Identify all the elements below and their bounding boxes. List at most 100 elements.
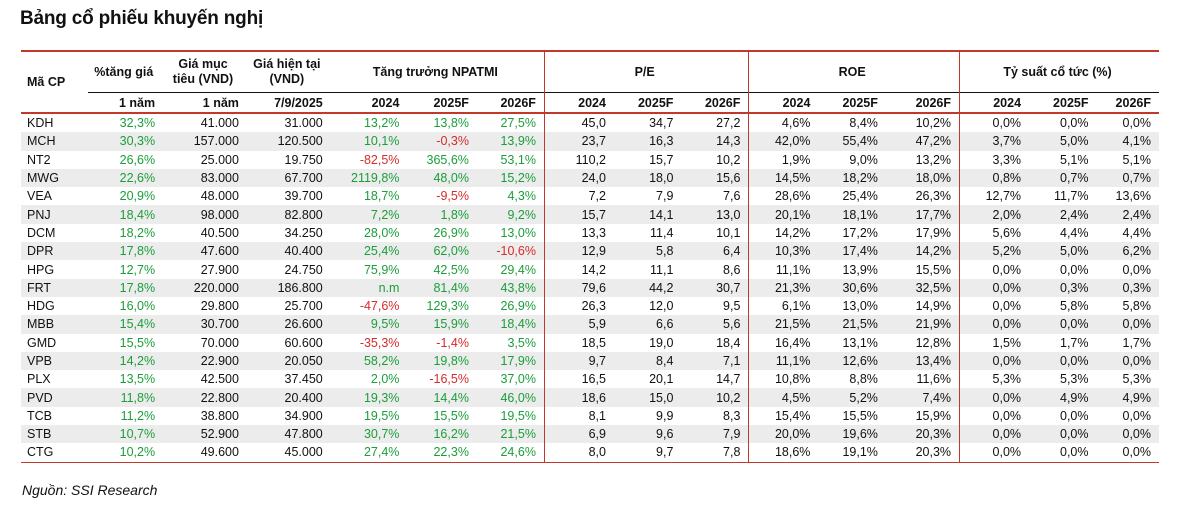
- cell-roe24: 10,8%: [774, 372, 811, 387]
- cell-target: 220.000: [193, 280, 239, 295]
- cell-price: 40.400: [284, 244, 323, 259]
- cell-g25: 15,9%: [433, 317, 469, 332]
- cell-dy24: 0,0%: [992, 445, 1022, 460]
- cell-g24: 2,0%: [370, 372, 400, 387]
- table-row: MCH 30,3% 157.000 120.500 10,1% -0,3% 13,9% 23,…: [21, 132, 1159, 151]
- cell-g24: 30,7%: [363, 427, 400, 442]
- cell-target: 40.500: [200, 225, 239, 240]
- cell-price: 24.750: [284, 262, 323, 277]
- cell-pe25: 11,1: [650, 262, 674, 277]
- cell-pe24: 16,5: [581, 372, 606, 387]
- cell-price: 20.050: [284, 354, 323, 368]
- cell-g26: 13,0%: [476, 223, 545, 243]
- cell-ticker: PVD: [27, 390, 53, 405]
- cell-target: 22.800: [200, 390, 239, 405]
- cell-pe26: 14,3: [681, 132, 750, 151]
- cell-pe24: 110,2: [575, 152, 606, 167]
- cell-roe25: 12,6%: [842, 354, 878, 368]
- cell-ticker: PNJ: [27, 207, 51, 222]
- cell-roe24: 18,6%: [774, 445, 811, 460]
- cell-g24: 25,4%: [363, 244, 400, 259]
- cell-g24: 27,4%: [363, 445, 400, 460]
- cell-pe24: 8,0: [588, 445, 606, 460]
- cell-dy26: 1,7%: [1122, 335, 1152, 350]
- header-ticker: Mã CP: [27, 74, 66, 89]
- cell-pe24: 23,7: [581, 134, 606, 149]
- cell-roe26: 32,5%: [885, 278, 961, 297]
- cell-pct-gain: 11,2%: [120, 408, 156, 423]
- cell-pe24: 13,3: [581, 225, 606, 240]
- cell-pe26: 10,2: [681, 388, 750, 407]
- cell-pe25: 15,0: [649, 390, 674, 405]
- cell-roe25: 19,1%: [842, 445, 878, 460]
- cell-price: 67.700: [284, 171, 323, 186]
- header-roe: ROE: [748, 51, 961, 93]
- cell-dy24: 5,6%: [992, 225, 1022, 240]
- cell-pe25: 34,7: [649, 116, 674, 131]
- table-row: DPR 17,8% 47.600 40.400 25,4% 62,0% -10,6% 12,9…: [21, 242, 1159, 261]
- cell-dy26: 0,0%: [1122, 427, 1152, 442]
- cell-price: 45.000: [284, 445, 323, 460]
- cell-roe26: 7,4%: [885, 388, 961, 407]
- cell-pe26: 30,7: [681, 278, 750, 297]
- cell-pe24: 14,2: [581, 262, 606, 277]
- header-npatmi-growth: Tăng trưởng NPATMI: [330, 51, 545, 93]
- subheader-cell: 2024: [959, 92, 1030, 113]
- cell-roe24: 21,5%: [774, 317, 811, 332]
- cell-pct-gain: 17,8%: [119, 280, 156, 295]
- subheader-cell: 2026F: [885, 92, 961, 113]
- source-note: Nguồn: SSI Research: [22, 482, 158, 498]
- cell-ticker: TCB: [27, 408, 52, 423]
- cell-ticker: HDG: [27, 299, 55, 314]
- cell-g26: 19,5%: [476, 406, 545, 426]
- cell-ticker: MWG: [27, 171, 59, 186]
- cell-dy26: 4,4%: [1122, 225, 1152, 240]
- cell-pe24: 5,9: [588, 317, 606, 332]
- cell-g24: -35,3%: [359, 335, 400, 350]
- cell-dy24: 3,7%: [992, 134, 1022, 149]
- cell-pe24: 18,6: [581, 390, 606, 405]
- cell-roe25: 8,4%: [849, 116, 878, 131]
- table-row: CTG 10,2% 49.600 45.000 27,4% 22,3% 24,6% 8,0 9,…: [21, 443, 1159, 463]
- cell-pe26: 8,6: [681, 260, 750, 279]
- cell-dy26: 13,6%: [1115, 189, 1151, 204]
- cell-pe26: 13,0: [681, 205, 750, 224]
- table-row: FRT 17,8% 220.000 186.800 n.m 81,4% 43,8% 79,6 4…: [21, 278, 1159, 297]
- cell-dy25: 2,4%: [1060, 207, 1089, 222]
- cell-dy24: 0,0%: [992, 408, 1022, 423]
- cell-g26: 37,0%: [476, 370, 545, 389]
- cell-roe24: 28,6%: [774, 189, 811, 204]
- cell-pct-gain: 20,9%: [119, 189, 156, 204]
- cell-roe26: 21,9%: [885, 315, 961, 334]
- cell-roe24: 14,5%: [774, 171, 811, 186]
- cell-g24: 2119,8%: [351, 171, 400, 186]
- cell-target: 30.700: [200, 317, 239, 332]
- cell-roe25: 17,4%: [842, 244, 878, 259]
- cell-dy25: 11,7%: [1053, 189, 1089, 204]
- cell-pe25: 8,4: [656, 354, 674, 368]
- cell-target: 48.000: [200, 189, 239, 204]
- cell-dy25: 0,0%: [1060, 427, 1089, 442]
- cell-price: 34.250: [284, 225, 323, 240]
- cell-g24: 19,5%: [363, 408, 400, 423]
- cell-g25: 365,6%: [426, 152, 469, 167]
- cell-dy26: 0,3%: [1122, 280, 1152, 295]
- cell-target: 27.900: [200, 262, 239, 277]
- cell-dy26: 0,0%: [1122, 408, 1152, 423]
- table-row: STB 10,7% 52.900 47.800 30,7% 16,2% 21,5% 6,9 9,…: [21, 425, 1159, 444]
- cell-pct-gain: 15,4%: [119, 317, 156, 332]
- cell-price: 20.400: [284, 390, 323, 405]
- cell-dy24: 0,8%: [992, 171, 1022, 186]
- cell-pct-gain: 26,6%: [119, 152, 156, 167]
- cell-g24: -47,6%: [359, 299, 400, 314]
- cell-dy25: 0,0%: [1060, 262, 1089, 277]
- cell-pct-gain: 18,4%: [119, 207, 156, 222]
- cell-dy25: 4,4%: [1060, 225, 1089, 240]
- cell-ticker: VEA: [27, 189, 53, 204]
- cell-target: 83.000: [200, 171, 239, 186]
- cell-ticker: CTG: [27, 445, 54, 460]
- cell-pe25: 44,2: [649, 280, 674, 295]
- cell-ticker: VPB: [27, 354, 53, 368]
- subheader-cell: 7/9/2025: [246, 92, 331, 113]
- cell-dy24: 0,0%: [992, 299, 1022, 314]
